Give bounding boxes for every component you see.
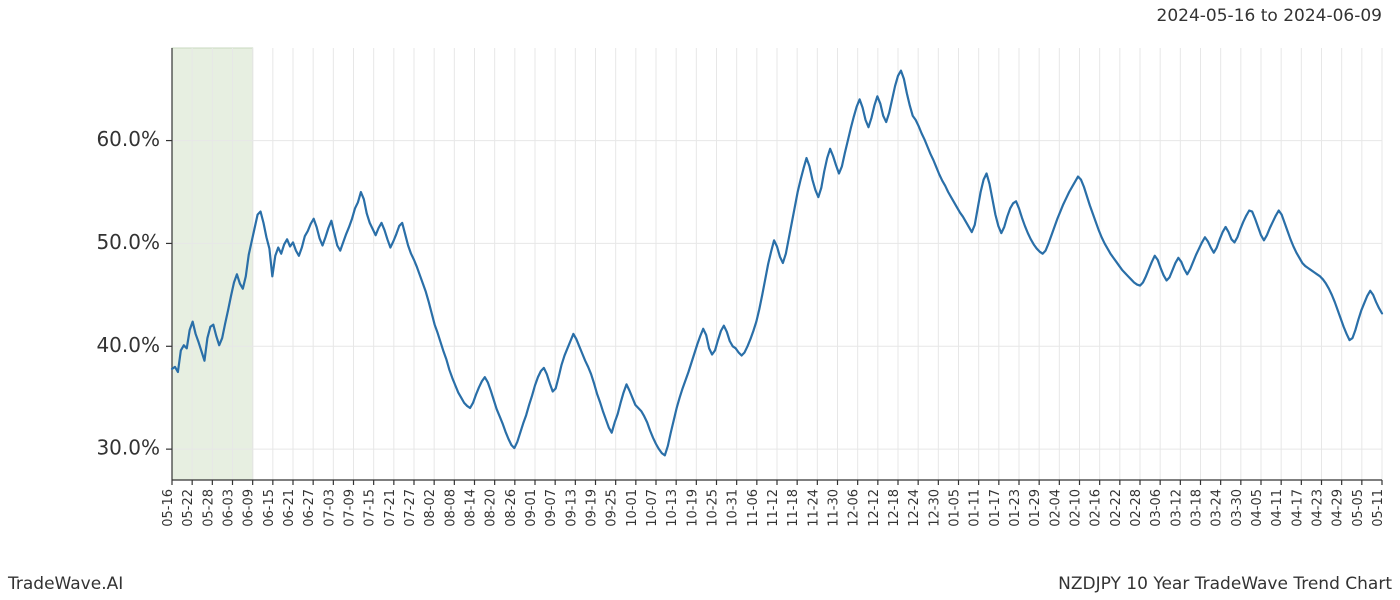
x-tick-label: 07-27 xyxy=(403,489,418,527)
x-tick-label: 11-30 xyxy=(827,489,842,527)
x-tick-label: 12-06 xyxy=(847,489,862,527)
x-tick-label: 05-11 xyxy=(1371,489,1386,527)
x-tick-label: 04-05 xyxy=(1250,489,1265,527)
x-tick-label: 08-08 xyxy=(443,489,458,527)
x-tick-label: 02-16 xyxy=(1089,489,1104,527)
x-tick-label: 06-27 xyxy=(302,489,317,527)
x-tick-label: 11-18 xyxy=(786,489,801,527)
y-tick-label: 50.0% xyxy=(96,230,160,254)
x-tick-label: 11-24 xyxy=(806,489,821,527)
x-tick-label: 06-15 xyxy=(262,489,277,527)
x-tick-label: 12-30 xyxy=(927,489,942,527)
x-tick-label: 03-18 xyxy=(1190,489,1205,527)
x-tick-label: 06-03 xyxy=(222,489,237,527)
x-tick-label: 03-30 xyxy=(1230,489,1245,527)
x-tick-label: 10-19 xyxy=(685,489,700,527)
x-tick-label: 04-17 xyxy=(1290,489,1305,527)
x-tick-label: 10-07 xyxy=(645,489,660,527)
y-tick-label: 60.0% xyxy=(96,127,160,151)
x-tick-label: 10-01 xyxy=(625,489,640,527)
x-tick-label: 06-09 xyxy=(242,489,257,527)
x-tick-label: 08-14 xyxy=(464,489,479,527)
x-tick-label: 08-26 xyxy=(504,489,519,527)
x-tick-label: 03-06 xyxy=(1149,489,1164,527)
x-tick-label: 11-06 xyxy=(746,489,761,527)
y-tick-label: 40.0% xyxy=(96,333,160,357)
x-tick-label: 09-07 xyxy=(544,489,559,527)
x-tick-label: 05-28 xyxy=(201,489,216,527)
x-tick-label: 04-11 xyxy=(1270,489,1285,527)
x-tick-label: 11-12 xyxy=(766,489,781,527)
trend-chart: 30.0% 40.0% 50.0% 60.0% 05-16 05-22 05-28 06-03… xyxy=(0,0,1400,600)
x-tick-label: 05-05 xyxy=(1351,489,1366,527)
x-tick-label: 12-12 xyxy=(867,489,882,527)
date-range-label: 2024-05-16 to 2024-06-09 xyxy=(1157,6,1382,26)
x-tick-label: 07-03 xyxy=(322,489,337,527)
x-tick-label: 01-05 xyxy=(948,489,963,527)
x-tick-label: 01-11 xyxy=(968,489,983,527)
x-tick-label: 05-16 xyxy=(161,489,176,527)
x-tick-label: 01-29 xyxy=(1028,489,1043,527)
y-tick-label: 30.0% xyxy=(96,436,160,460)
x-tick-label: 09-19 xyxy=(585,489,600,527)
footer-chart-title: NZDJPY 10 Year TradeWave Trend Chart xyxy=(1058,574,1392,594)
x-tick-label: 08-20 xyxy=(484,489,499,527)
x-tick-label: 01-17 xyxy=(988,489,1003,527)
x-tick-label: 07-09 xyxy=(343,489,358,527)
x-tick-label: 01-23 xyxy=(1008,489,1023,527)
x-tick-label: 08-02 xyxy=(423,489,438,527)
x-tick-label: 12-18 xyxy=(887,489,902,527)
x-tick-label: 10-13 xyxy=(665,489,680,527)
x-tick-label: 09-25 xyxy=(605,489,620,527)
x-tick-label: 02-22 xyxy=(1109,489,1124,527)
x-tick-label: 04-29 xyxy=(1331,489,1346,527)
x-tick-label: 04-23 xyxy=(1311,489,1326,527)
x-tick-label: 10-31 xyxy=(726,489,741,527)
x-tick-label: 03-12 xyxy=(1169,489,1184,527)
x-tick-label: 09-13 xyxy=(564,489,579,527)
footer-brand: TradeWave.AI xyxy=(8,574,123,594)
x-tick-label: 12-24 xyxy=(907,489,922,527)
x-tick-label: 07-21 xyxy=(383,489,398,527)
x-tick-label: 03-24 xyxy=(1210,489,1225,527)
x-tick-label: 06-21 xyxy=(282,489,297,527)
x-tick-label: 05-22 xyxy=(181,489,196,527)
x-tick-label: 07-15 xyxy=(363,489,378,527)
x-tick-label: 09-01 xyxy=(524,489,539,527)
x-tick-label: 02-04 xyxy=(1048,489,1063,527)
x-tick-label: 02-10 xyxy=(1069,489,1084,527)
x-tick-label: 02-28 xyxy=(1129,489,1144,527)
x-tick-label: 10-25 xyxy=(706,489,721,527)
